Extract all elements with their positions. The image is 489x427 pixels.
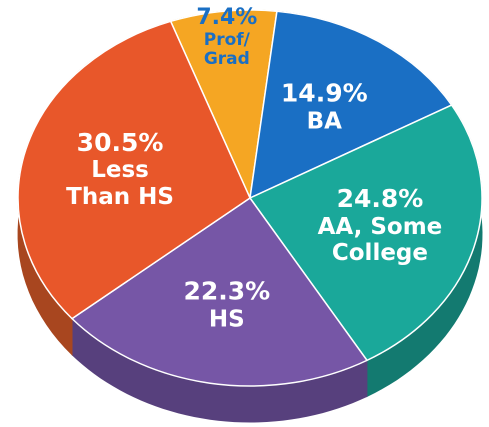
slice-label: 7.4% Prof/ Grad bbox=[192, 5, 262, 69]
value-label: 24.8% bbox=[336, 184, 424, 214]
slice bbox=[249, 10, 453, 199]
slice bbox=[71, 197, 368, 387]
category-label: Less Than HS bbox=[66, 157, 174, 211]
slice-label: 14.9% BA bbox=[264, 78, 384, 135]
value-label: 7.4% bbox=[196, 5, 258, 31]
value-label: 30.5% bbox=[76, 127, 164, 157]
category-label: Prof/ Grad bbox=[203, 29, 250, 70]
slice-label: 30.5% Less Than HS bbox=[61, 127, 179, 211]
slice bbox=[169, 9, 278, 199]
category-label: HS bbox=[208, 306, 245, 333]
category-label: AA, Some College bbox=[317, 214, 443, 267]
slice-label: 24.8% AA, Some College bbox=[300, 185, 460, 267]
value-label: 22.3% bbox=[183, 276, 271, 306]
slice-label: 22.3% HS bbox=[167, 276, 287, 333]
value-label: 14.9% bbox=[280, 78, 368, 108]
slice bbox=[249, 104, 483, 362]
category-label: BA bbox=[306, 108, 342, 135]
slice bbox=[17, 20, 251, 320]
